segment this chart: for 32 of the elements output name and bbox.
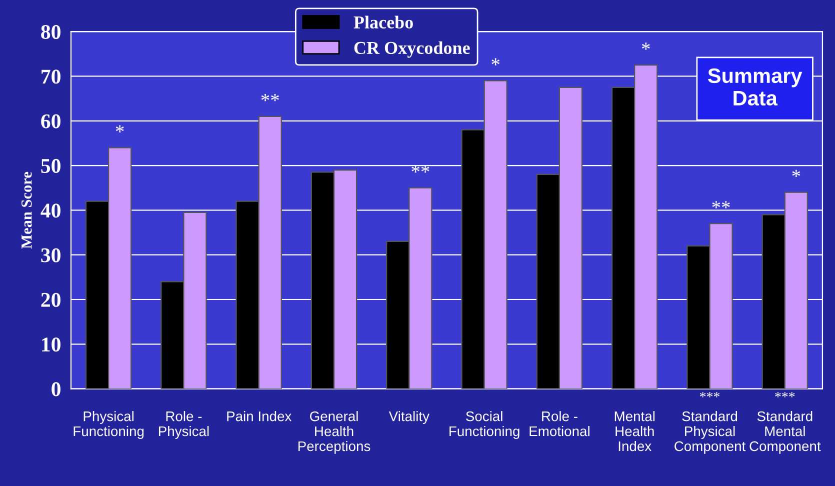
annotation: Summary Data xyxy=(708,68,802,106)
y-tick-label: 50 xyxy=(41,158,60,173)
annotation: * xyxy=(492,58,500,66)
x-tick-label: Mental Health Index xyxy=(614,411,655,452)
annotation: ** xyxy=(261,94,279,102)
x-tick-label: General Health Perceptions xyxy=(298,411,370,454)
x-tick-label: Physical Functioning xyxy=(74,411,144,439)
annotation: * xyxy=(116,125,124,132)
x-tick-label: Standard Physical Component xyxy=(674,411,746,454)
annotation: * xyxy=(792,170,800,178)
legend-label: CR Oxycodone xyxy=(354,41,470,58)
annotation: * xyxy=(642,42,650,50)
x-tick-label: Social Functioning xyxy=(450,411,520,439)
legend-label: Placebo xyxy=(354,16,413,29)
y-tick-label: 60 xyxy=(41,114,60,128)
x-tick-label: Vitality xyxy=(388,411,430,424)
x-tick-label: Standard Mental Component xyxy=(750,411,821,454)
annotation: ** xyxy=(412,165,430,173)
y-tick-label: 20 xyxy=(41,292,60,307)
y-axis-title: Mean Score xyxy=(21,172,32,249)
y-tick-label: 80 xyxy=(41,24,60,40)
y-tick-label: 30 xyxy=(41,248,60,262)
y-tick-label: 70 xyxy=(42,70,60,84)
y-tick-label: 10 xyxy=(42,338,60,352)
x-tick-label: Role - Physical xyxy=(158,411,209,439)
annotation: *** xyxy=(700,392,720,398)
x-tick-label: Pain Index xyxy=(227,411,292,422)
annotation: ** xyxy=(712,201,730,208)
y-tick-label: 0 xyxy=(52,382,60,396)
x-tick-label: Role - Emotional xyxy=(530,411,590,436)
y-tick-label: 40 xyxy=(40,204,60,218)
annotation: *** xyxy=(775,392,795,398)
